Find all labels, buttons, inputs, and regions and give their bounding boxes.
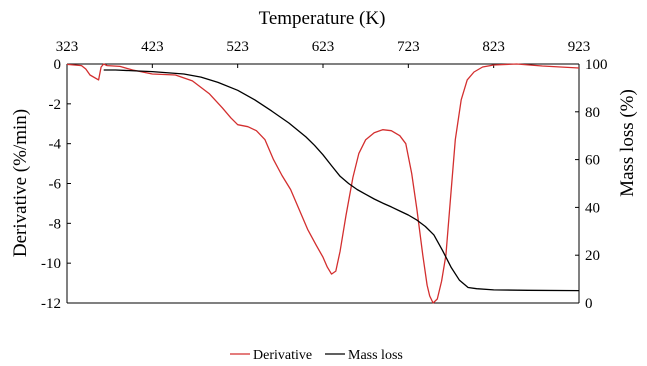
x-axis-title: Temperature (K)	[259, 8, 386, 29]
x-tick-label: 923	[568, 39, 591, 55]
x-tick-label: 823	[482, 39, 505, 55]
x-tick-label: 323	[56, 39, 79, 55]
y-left-tick-label: -6	[49, 177, 62, 193]
y-left-tick-label: -12	[41, 296, 61, 312]
legend: Derivative Mass loss	[230, 348, 403, 363]
y-right-tick-label: 20	[585, 248, 600, 264]
y-left-tick-label: -2	[49, 97, 62, 113]
x-tick-label: 623	[312, 39, 335, 55]
y-right-tick-label: 80	[585, 105, 600, 121]
legend-mass-loss-label: Mass loss	[348, 348, 403, 363]
series-layer	[66, 63, 580, 304]
y-right-tick-label: 100	[585, 57, 608, 73]
y-left-tick-label: -8	[49, 216, 62, 232]
y-left-tick-label: -4	[49, 137, 62, 153]
derivative-series-line	[66, 63, 580, 304]
mass-loss-series-line	[103, 69, 580, 292]
x-axis-ticks: 323 423 523 623 723 823 923	[56, 39, 591, 68]
y-left-tick-label: -10	[41, 256, 61, 272]
y-left-axis-title: Derivative (%/min)	[10, 109, 31, 257]
y-left-tick-label: 0	[54, 57, 62, 73]
y-right-tick-label: 40	[585, 200, 600, 216]
x-tick-label: 523	[226, 39, 249, 55]
y-right-tick-label: 60	[585, 153, 600, 169]
y-right-tick-label: 0	[585, 296, 593, 312]
y-right-axis-title: Mass loss (%)	[617, 89, 638, 197]
x-tick-label: 723	[397, 39, 420, 55]
legend-derivative-label: Derivative	[253, 348, 312, 363]
plot-area	[66, 63, 580, 304]
x-tick-label: 423	[141, 39, 164, 55]
y-right-axis-ticks: 100 80 60 40 20 0	[575, 57, 608, 312]
